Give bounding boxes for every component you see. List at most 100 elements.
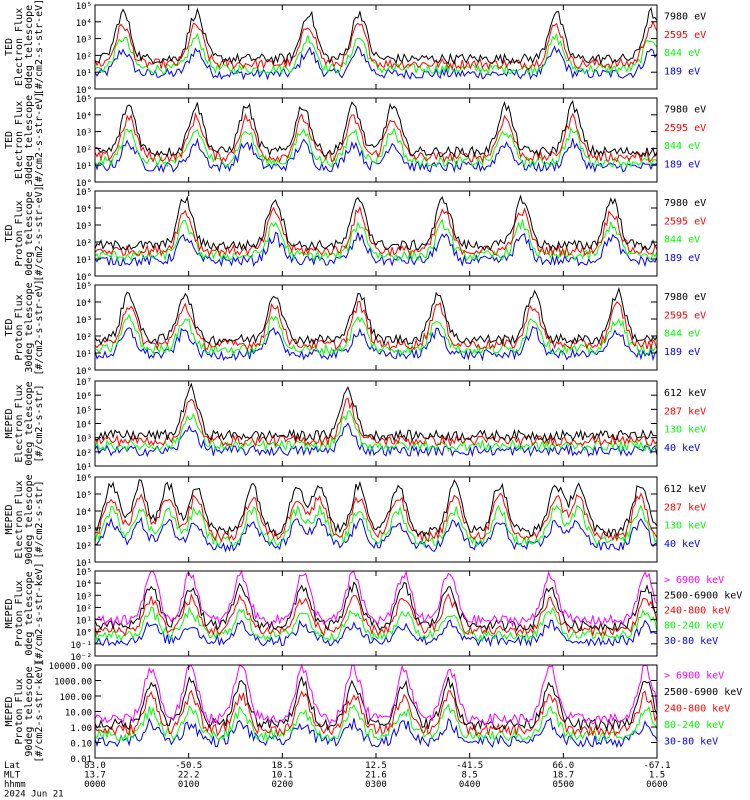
y-tick-label: 10° bbox=[76, 629, 92, 639]
legend-entry: 240-800 keV bbox=[664, 704, 730, 715]
y-axis-label-line: TED bbox=[4, 38, 15, 56]
y-axis-label: MEPED Electron Flux 90deg telescope [#/cm2-… bbox=[4, 474, 45, 564]
y-axis-label-line: 30deg telescope bbox=[24, 95, 35, 185]
x-tick-lat: -41.5 bbox=[456, 761, 483, 771]
y-axis-label-line: MEPED bbox=[4, 504, 15, 534]
y-tick-label: 10⁴ bbox=[76, 112, 92, 122]
legend-entry: 612 keV bbox=[664, 388, 706, 399]
y-tick-label: 10³ bbox=[76, 129, 92, 139]
legend-entry: > 6900 keV bbox=[664, 575, 724, 586]
series-line-7980-ev bbox=[94, 7, 658, 66]
legend-entry: 287 keV bbox=[664, 502, 706, 513]
x-tick-lat: 12.5 bbox=[365, 761, 387, 771]
x-tick-mlt: 8.5 bbox=[462, 771, 478, 781]
panel-2: 10° 10¹ 10² 10³ 10⁴ 10⁵ TED Electron Flux 30deg … bbox=[4, 92, 706, 189]
y-tick-label: 1000.00 bbox=[54, 678, 92, 688]
x-tick-lat: 83.0 bbox=[84, 761, 106, 771]
y-axis-label-line: Proton Flux bbox=[14, 678, 25, 744]
series-line-189-ev bbox=[94, 231, 658, 268]
y-axis-label-line: 0deg telescope bbox=[24, 5, 35, 89]
y-axis-label-line: TED bbox=[4, 224, 15, 242]
x-tick-time: 0500 bbox=[552, 780, 574, 790]
legend-entry: 189 eV bbox=[664, 253, 700, 264]
y-axis-label-line: 0deg telescope bbox=[24, 571, 35, 655]
y-tick-label: 10° bbox=[76, 179, 92, 189]
y-tick-label: 10⁵ bbox=[76, 95, 92, 105]
y-tick-label: 10³ bbox=[76, 316, 92, 326]
y-axis-label-line: [#/cm2-s-str-eV] bbox=[34, 185, 45, 281]
y-axis-label-line: Proton Flux bbox=[14, 294, 25, 360]
legend-entry: 7980 eV bbox=[664, 105, 706, 116]
y-tick-label: 10¹ bbox=[76, 162, 92, 172]
series-line-80-240-kev bbox=[94, 703, 658, 743]
series-line-40-kev bbox=[94, 516, 658, 553]
series-line-30-80-kev bbox=[94, 619, 658, 648]
panel-frame bbox=[94, 664, 658, 759]
y-axis-label: MEPED Proton Flux 0deg telescope [#/cm2-s-s… bbox=[4, 562, 45, 664]
y-tick-label: 0.10 bbox=[70, 740, 92, 750]
y-tick-label: 10² bbox=[76, 542, 92, 552]
y-tick-label: 10⁵ bbox=[76, 568, 92, 578]
y-tick-label: 10⁷ bbox=[76, 378, 92, 388]
y-tick-label: 10² bbox=[76, 239, 92, 249]
y-tick-label: 100.00 bbox=[59, 693, 92, 703]
y-axis-label-line: [#/cm2-s-str-eV] bbox=[34, 279, 45, 375]
legend-entry: 2500-6900 keV bbox=[664, 590, 742, 601]
y-tick-label: 10¹ bbox=[76, 463, 92, 473]
legend-entry: 7980 eV bbox=[664, 198, 706, 209]
y-tick-label: 10° bbox=[76, 273, 92, 283]
legend-entry: 30-80 keV bbox=[664, 737, 718, 748]
y-axis-label-line: TED bbox=[4, 131, 15, 149]
series-line-7980-ev bbox=[94, 194, 658, 252]
y-tick-label: 10⁵ bbox=[76, 2, 92, 12]
y-axis-label-line: MEPED bbox=[4, 408, 15, 438]
legend-entry: 2595 eV bbox=[664, 123, 706, 134]
legend-entry: 80-240 keV bbox=[664, 720, 724, 731]
y-axis-label-line: [#/cm2-s-str-eV] bbox=[34, 92, 45, 188]
y-tick-label: 10⁴ bbox=[76, 580, 92, 590]
y-tick-label: 10⁴ bbox=[76, 19, 92, 29]
y-tick-label: 10000.00 bbox=[49, 662, 92, 672]
x-tick-mlt: 22.2 bbox=[178, 771, 200, 781]
legend-entry: 7980 eV bbox=[664, 12, 706, 23]
x-tick-time: 0600 bbox=[646, 780, 668, 790]
y-tick-label: 10² bbox=[76, 145, 92, 155]
x-tick-lat: 66.0 bbox=[552, 761, 574, 771]
x-row-label: hhmm bbox=[4, 780, 26, 790]
y-tick-label: 10⁴ bbox=[76, 508, 92, 518]
x-row-label: 2024 Jun 21 bbox=[4, 790, 64, 800]
y-tick-label: 10³ bbox=[76, 222, 92, 232]
y-axis-label-line: [#/cm2-s-str] bbox=[34, 384, 45, 462]
x-tick-mlt: 10.1 bbox=[271, 771, 293, 781]
legend-entry: 844 eV bbox=[664, 48, 700, 59]
y-axis-label: TED Proton Flux 30deg telescope [#/cm2-s-st… bbox=[4, 279, 45, 375]
y-tick-label: 10² bbox=[76, 449, 92, 459]
y-axis-label: MEPED Proton Flux 90deg telescope [#/cm2-s-… bbox=[4, 660, 45, 762]
legend-entry: 40 keV bbox=[664, 539, 700, 550]
series-line-240-800-kev bbox=[94, 592, 658, 637]
y-axis-label: TED Proton Flux 0deg telescope [#/cm2-s-str… bbox=[4, 185, 45, 281]
y-tick-label: 10⁵ bbox=[76, 406, 92, 416]
series-line-40-kev bbox=[94, 422, 658, 458]
y-tick-label: 10² bbox=[76, 333, 92, 343]
legend-entry: 189 eV bbox=[664, 347, 700, 358]
y-axis-label-line: Electron Flux bbox=[14, 384, 25, 462]
y-tick-label: 10⁴ bbox=[76, 421, 92, 431]
y-tick-label: 10.00 bbox=[65, 709, 92, 719]
series-line-2595-ev bbox=[94, 20, 658, 71]
series-line-844-ev bbox=[94, 313, 658, 357]
legend-entry: 189 eV bbox=[664, 66, 700, 77]
y-axis-label-line: MEPED bbox=[4, 696, 15, 726]
y-tick-label: 1.00 bbox=[70, 724, 92, 734]
y-axis-label-line: MEPED bbox=[4, 598, 15, 628]
x-tick-time: 0000 bbox=[84, 780, 106, 790]
y-tick-label: 10° bbox=[76, 367, 92, 377]
x-tick-mlt: 13.7 bbox=[84, 771, 106, 781]
legend-entry: 844 eV bbox=[664, 235, 700, 246]
y-tick-label: 10⁴ bbox=[76, 299, 92, 309]
y-axis-label-line: [#/cm2-s-str-keV] bbox=[34, 660, 45, 762]
y-tick-label: 10³ bbox=[76, 592, 92, 602]
series-line-80-240-kev bbox=[94, 606, 658, 643]
y-tick-label: 10⁵ bbox=[76, 188, 92, 198]
